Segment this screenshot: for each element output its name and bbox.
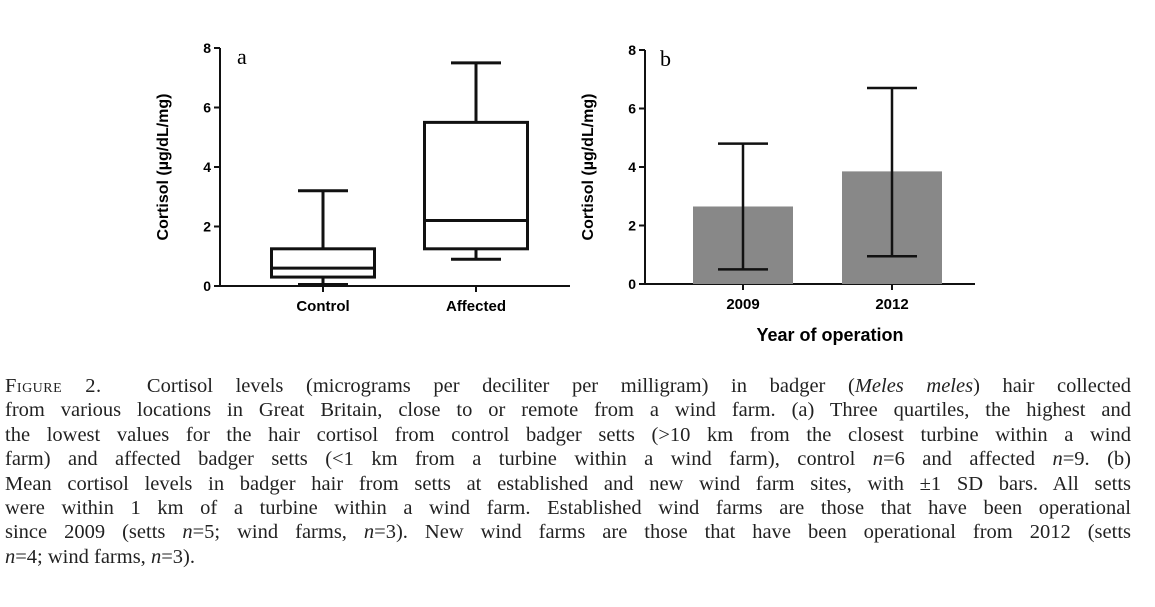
y-tick-label: 2 bbox=[203, 219, 211, 235]
caption-text: Figure 2. bbox=[5, 375, 102, 397]
caption-text: Meles meles bbox=[854, 375, 974, 397]
y-tick-label: 4 bbox=[628, 159, 636, 175]
box-control bbox=[270, 189, 376, 287]
caption-text: the lowest values for the hair cortisol … bbox=[5, 423, 1131, 446]
panel-label: b bbox=[660, 46, 671, 71]
caption-text: n bbox=[1052, 448, 1063, 471]
panel-label: a bbox=[237, 44, 247, 69]
caption-line: Mean cortisol levels in badger hair from… bbox=[5, 472, 1131, 496]
caption-line: Figure 2. Cortisol levels (micrograms pe… bbox=[5, 374, 1131, 398]
figure-charts: 0 2 4 6 8 a Cortisol (µg/dL/mg) Control Affected… bbox=[155, 40, 975, 345]
caption-text: since 2009 (setts bbox=[5, 521, 183, 544]
panel-b: 0 2 4 6 8 b Cortisol (µg/dL/mg) Year of operati… bbox=[580, 42, 975, 345]
y-tick-label: 0 bbox=[203, 278, 211, 294]
panel-a: 0 2 4 6 8 a Cortisol (µg/dL/mg) Control Affected bbox=[155, 40, 570, 315]
y-tick-label: 4 bbox=[203, 159, 211, 175]
y-tick-label: 6 bbox=[628, 101, 636, 117]
caption-line: from various locations in Great Britain,… bbox=[5, 398, 1131, 422]
figure-caption: Figure 2. Cortisol levels (micrograms pe… bbox=[5, 374, 1131, 569]
caption-text: n bbox=[363, 521, 375, 544]
caption-line: n=4; wind farms, n=3). bbox=[5, 545, 1131, 569]
caption-text: =6 and affected bbox=[883, 448, 1053, 471]
y-tick-label: 8 bbox=[628, 42, 636, 58]
y-axis-label: Cortisol (µg/dL/mg) bbox=[155, 94, 172, 241]
box-affected bbox=[423, 61, 529, 261]
x-tick-label: Control bbox=[296, 298, 349, 315]
y-axis-label: Cortisol (µg/dL/mg) bbox=[580, 94, 597, 241]
x-axis-label: Year of operation bbox=[756, 325, 903, 345]
iqr-box bbox=[270, 247, 376, 279]
caption-line: were within 1 km of a turbine within a w… bbox=[5, 496, 1131, 520]
caption-text: were within 1 km of a turbine within a w… bbox=[5, 497, 1131, 520]
y-tick-label: 8 bbox=[203, 40, 211, 56]
x-tick-label: Affected bbox=[446, 298, 506, 315]
caption-line: since 2009 (setts n=5; wind farms, n=3).… bbox=[5, 520, 1131, 544]
caption-text: n bbox=[872, 448, 884, 471]
caption-text: =5; wind farms, bbox=[192, 521, 364, 544]
caption-text: Cortisol levels (micrograms per decilite… bbox=[101, 375, 855, 397]
caption-text: =3). bbox=[161, 545, 195, 568]
caption-line: the lowest values for the hair cortisol … bbox=[5, 423, 1131, 447]
caption-text: n bbox=[5, 545, 16, 568]
caption-text: farm) and affected badger setts (<1 km f… bbox=[5, 448, 873, 471]
caption-text: =9. (b) bbox=[1062, 448, 1131, 471]
caption-text: =3). New wind farms are those that have … bbox=[374, 521, 1131, 544]
caption-text: n bbox=[150, 545, 162, 568]
x-tick-label: 2009 bbox=[726, 296, 759, 313]
caption-text: from various locations in Great Britain,… bbox=[5, 399, 1131, 422]
y-tick-label: 0 bbox=[628, 276, 636, 292]
caption-text: =4; wind farms, bbox=[15, 545, 151, 568]
x-tick-label: 2012 bbox=[875, 296, 908, 313]
caption-text: ) hair collected bbox=[973, 375, 1131, 397]
caption-text: n bbox=[182, 521, 193, 544]
caption-line: farm) and affected badger setts (<1 km f… bbox=[5, 447, 1131, 471]
y-tick-label: 6 bbox=[203, 100, 211, 116]
iqr-box bbox=[423, 120, 529, 251]
y-tick-label: 2 bbox=[628, 218, 636, 234]
caption-text: Mean cortisol levels in badger hair from… bbox=[5, 472, 1131, 495]
